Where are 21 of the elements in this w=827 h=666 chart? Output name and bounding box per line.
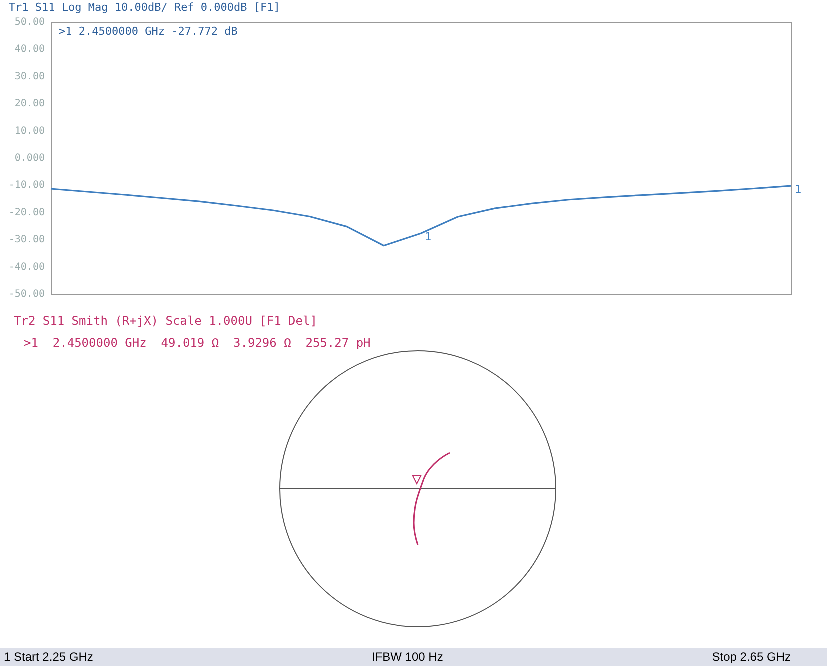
text: Stop 2.65 GHz: [712, 650, 791, 664]
text: IFBW 100 Hz: [372, 650, 444, 664]
chart-title: Tr1 S11 Log Mag 10.00dB/ Ref 0.000dB [F1]: [8, 1, 280, 14]
y-tick-label: -20.00: [8, 207, 45, 218]
y-tick-label: 10.00: [14, 126, 45, 137]
y-tick-label: -10.00: [8, 180, 45, 192]
y-tick-label: -50.00: [8, 289, 45, 300]
y-tick-label: 50.00: [14, 17, 45, 28]
text: Tr2 S11 Smith (R+jX) Scale 1.000U [F1 Del]: [14, 314, 318, 328]
annotation: >1 2.4500000 GHz -27.772 dB: [59, 25, 238, 38]
y-tick-label: 30.00: [14, 71, 45, 82]
line-series: [50, 185, 792, 247]
y-tick-label: -40.00: [8, 262, 45, 273]
y-tick-label: 40.00: [14, 44, 45, 56]
y-tick-label: 20.00: [14, 98, 45, 110]
text: 1 Start 2.25 GHz: [4, 650, 94, 664]
y-tick-label: -30.00: [8, 234, 45, 246]
text: >1 2.4500000 GHz 49.019 Ω 3.9296 Ω 255.27 pH: [24, 336, 371, 350]
y-tick-label: 0.000: [14, 153, 45, 164]
annotation: 1: [425, 230, 432, 244]
text: 1: [795, 183, 802, 196]
